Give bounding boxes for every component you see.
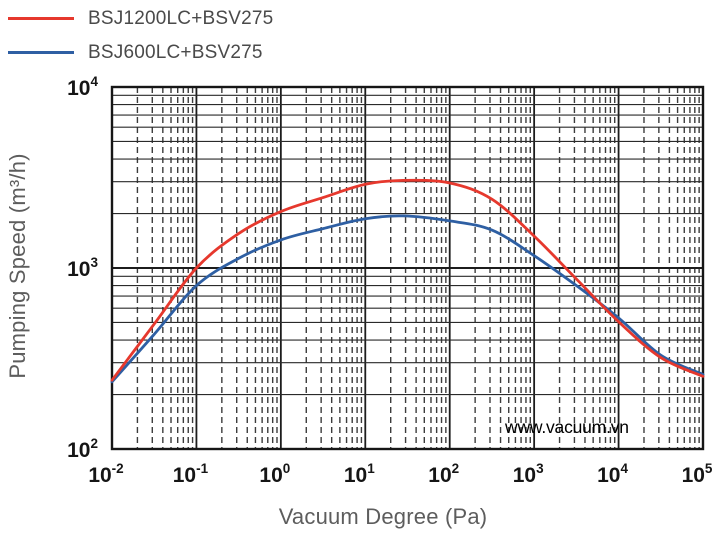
legend-item-bsj1200: BSJ1200LC+BSV275 — [8, 1, 273, 35]
curves — [110, 178, 705, 384]
legend-label: BSJ600LC+BSV275 — [88, 41, 263, 63]
tick-label: 102 — [67, 436, 98, 462]
tick-label: 10-2 — [88, 461, 123, 487]
tick-label: 100 — [259, 461, 290, 487]
legend-label: BSJ1200LC+BSV275 — [88, 7, 274, 29]
watermark: www.vacuum.vn — [505, 417, 629, 437]
tick-labels: 10-2 10-1 100 101 102 103 104 105 102 103 104 — [67, 74, 713, 487]
tick-label: 104 — [67, 74, 98, 100]
legend-item-bsj600: BSJ600LC+BSV275 — [8, 35, 273, 69]
y-axis-title: Pumping Speed (m³/h) — [5, 153, 30, 379]
grid — [112, 87, 703, 449]
x-axis-title: Vacuum Degree (Pa) — [278, 504, 488, 529]
legend: BSJ1200LC+BSV275 BSJ600LC+BSV275 — [8, 1, 273, 69]
blue-line-swatch-icon — [8, 50, 74, 54]
curve-BSJ1200LC+BSV275 — [110, 178, 705, 382]
tick-label: 103 — [513, 461, 544, 487]
tick-label: 103 — [67, 255, 98, 281]
tick-label: 102 — [428, 461, 459, 487]
tick-label: 105 — [682, 461, 713, 487]
axes-frame — [110, 85, 705, 451]
tick-label: 101 — [344, 461, 375, 487]
red-line-swatch-icon — [8, 16, 74, 20]
tick-label: 104 — [597, 461, 628, 487]
tick-label: 10-1 — [173, 461, 209, 487]
